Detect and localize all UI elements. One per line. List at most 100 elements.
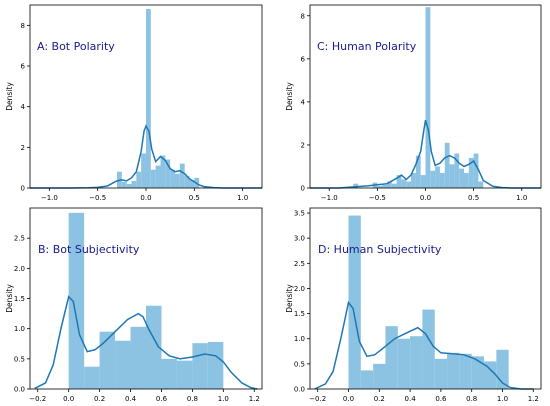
histogram-bar xyxy=(397,338,411,389)
y-tick-label: 6 xyxy=(21,63,26,71)
histogram-bar xyxy=(387,181,392,188)
chart-panel-3: −0.2 0.0 0.2 0.4 0.6 0.8 1.0 1.2 0.0 0.5 1.0 1.5 2.0… xyxy=(285,207,542,403)
y-tick-label: 0.0 xyxy=(14,386,25,394)
x-tick-label: 0.6 xyxy=(435,395,447,403)
histogram-bar xyxy=(434,358,448,389)
histogram-bar xyxy=(391,183,397,188)
y-tick-label: 2.0 xyxy=(294,285,305,293)
histogram-bar xyxy=(184,175,190,188)
y-tick-label: 1.0 xyxy=(14,325,25,333)
x-tick-label: 1.0 xyxy=(237,194,248,202)
histogram-bar xyxy=(459,353,472,389)
y-tick-label: 2 xyxy=(21,144,25,152)
y-tick-label: 0.5 xyxy=(14,355,25,363)
kde-line xyxy=(314,300,534,390)
histogram-bar xyxy=(141,153,146,188)
histogram-bar xyxy=(348,215,361,389)
x-tick-label: 0.8 xyxy=(187,395,198,403)
y-tick-label: 2.0 xyxy=(14,265,25,273)
x-tick-label: −0.5 xyxy=(369,194,386,202)
x-tick-label: 0.6 xyxy=(156,395,168,403)
x-tick-label: 0.2 xyxy=(94,395,105,403)
histogram-bar xyxy=(179,163,185,188)
histogram-bar xyxy=(353,183,359,188)
y-tick-label: 0 xyxy=(21,185,25,193)
kde-line xyxy=(34,295,258,390)
x-tick-label: 0.8 xyxy=(466,395,477,403)
histogram-bar xyxy=(207,341,224,389)
x-tick-label: 0.0 xyxy=(63,395,74,403)
histogram-bar xyxy=(377,185,383,188)
histogram-bar xyxy=(160,155,166,188)
y-tick-label: 2.5 xyxy=(294,260,305,268)
histogram-bar xyxy=(420,175,426,188)
y-tick-label: 4 xyxy=(21,103,26,111)
histogram-bar xyxy=(415,155,421,188)
chart-panel-0: −1.0 −0.5 0.0 0.5 1.0 0 2 4 6 8 Density A: Bot Pola… xyxy=(5,4,263,202)
y-tick-label: 1.5 xyxy=(294,310,305,318)
histogram-bar xyxy=(425,7,431,189)
x-tick-label: −0.5 xyxy=(89,194,106,202)
y-tick-label: 8 xyxy=(21,22,25,30)
histogram-bar xyxy=(130,326,146,389)
y-tick-label: 3.5 xyxy=(294,210,305,218)
kde-line xyxy=(30,124,262,189)
histogram-bar xyxy=(401,179,407,188)
y-tick-label: 2 xyxy=(301,141,305,149)
y-axis-label: Density xyxy=(5,284,14,313)
histogram-bar xyxy=(150,169,156,188)
x-tick-label: −0.2 xyxy=(309,395,326,403)
x-tick-label: 1.0 xyxy=(516,194,527,202)
y-axis-label: Density xyxy=(285,82,294,111)
x-tick-label: 1.2 xyxy=(249,395,260,403)
histogram-bar xyxy=(176,360,193,389)
x-tick-label: 0.4 xyxy=(125,395,137,403)
histogram-bar xyxy=(115,340,131,389)
y-tick-label: 4 xyxy=(301,98,306,106)
histogram-bar xyxy=(126,183,132,188)
chart-panel-1: −1.0 −0.5 0.0 0.5 1.0 0 2 4 6 8 Density C: Human Po… xyxy=(285,4,542,202)
x-tick-label: 0.0 xyxy=(343,395,354,403)
x-tick-label: 0.4 xyxy=(405,395,417,403)
histogram-bar xyxy=(360,370,374,389)
histogram-bar xyxy=(382,184,387,188)
x-tick-label: −1.0 xyxy=(321,194,338,202)
chart-title: D: Human Subjectivity xyxy=(318,243,442,256)
histogram-bar xyxy=(131,180,137,188)
histogram-bar xyxy=(447,352,460,389)
histogram-bar xyxy=(430,170,436,188)
y-tick-label: 1.0 xyxy=(294,335,305,343)
histogram-bar xyxy=(484,361,497,389)
y-tick-label: 1.5 xyxy=(14,295,25,303)
histogram-bar xyxy=(373,363,386,389)
y-tick-label: 8 xyxy=(301,12,305,20)
chart-title: A: Bot Polarity xyxy=(37,40,115,53)
axes-frame xyxy=(309,207,542,390)
histogram-bar xyxy=(68,212,85,389)
histogram-bar xyxy=(161,358,177,389)
y-axis-label: Density xyxy=(5,82,14,111)
histogram-bar xyxy=(464,172,469,188)
histogram-bar xyxy=(471,356,485,389)
histogram-bar xyxy=(478,181,484,188)
histogram-bar xyxy=(449,164,455,188)
histogram-bar xyxy=(99,331,116,389)
histogram-bar xyxy=(146,9,151,189)
histogram-bar xyxy=(385,326,398,389)
chart-title: B: Bot Subjectivity xyxy=(38,243,140,256)
y-tick-label: 0.0 xyxy=(294,386,305,394)
x-tick-label: 1.0 xyxy=(218,395,229,403)
kde-line xyxy=(310,119,541,189)
histogram-bar xyxy=(189,179,195,188)
histogram-bar xyxy=(146,305,162,389)
y-axis-label: Density xyxy=(285,284,294,313)
histogram-bar xyxy=(422,309,435,389)
x-tick-label: 1.0 xyxy=(497,395,508,403)
x-tick-label: 0.5 xyxy=(189,194,200,202)
x-tick-label: 0.2 xyxy=(374,395,385,403)
x-tick-label: 0.0 xyxy=(140,194,151,202)
histogram-bar xyxy=(170,169,175,188)
histogram-bar xyxy=(439,172,445,188)
histogram-bar xyxy=(435,166,440,188)
histogram-bar xyxy=(84,366,100,389)
